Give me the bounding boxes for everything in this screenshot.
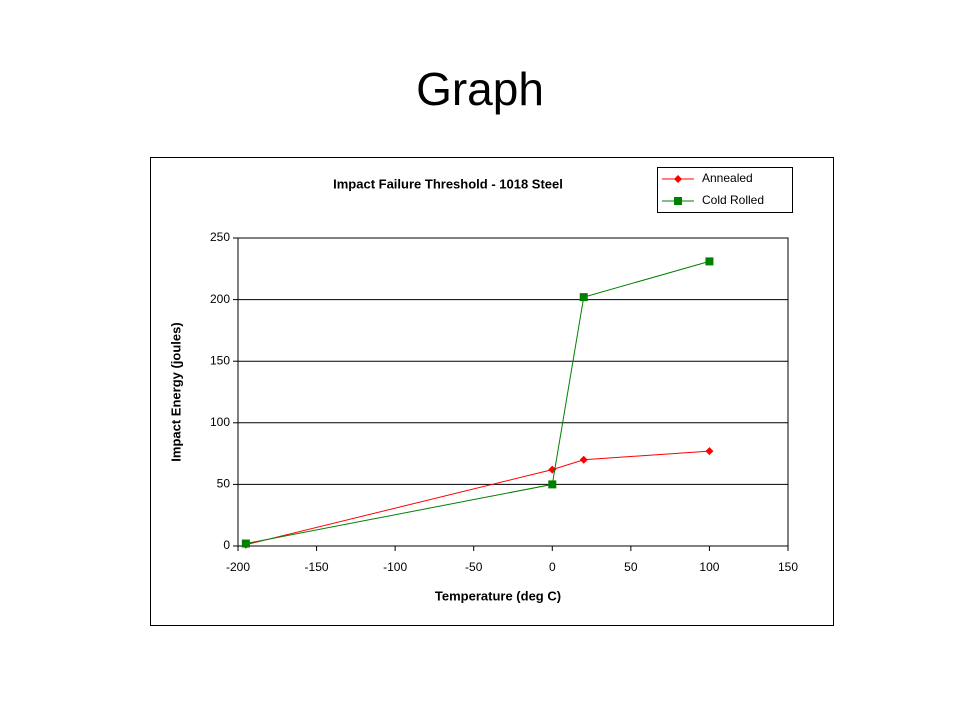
series-line xyxy=(245,450,710,546)
series-line xyxy=(245,260,710,545)
y-tick-label: 0 xyxy=(223,538,230,552)
marker xyxy=(705,447,714,456)
plot-area xyxy=(237,237,789,547)
marker xyxy=(579,455,588,464)
chart-frame xyxy=(150,157,834,626)
x-tick-label: 0 xyxy=(549,560,556,574)
x-tick-label: 50 xyxy=(624,560,638,574)
marker xyxy=(241,539,250,548)
marker xyxy=(548,480,557,489)
legend-label: Annealed xyxy=(702,171,753,185)
legend-label: Cold Rolled xyxy=(702,193,764,207)
marker xyxy=(674,175,682,183)
marker xyxy=(674,197,682,205)
x-tick-label: -100 xyxy=(383,560,407,574)
x-tick-label: -50 xyxy=(465,560,483,574)
y-tick-label: 200 xyxy=(210,292,230,306)
marker xyxy=(579,293,588,302)
y-tick-label: 250 xyxy=(210,230,230,244)
y-tick-label: 100 xyxy=(210,415,230,429)
chart-title: Impact Failure Threshold - 1018 Steel xyxy=(333,176,563,191)
x-tick-label: -200 xyxy=(226,560,250,574)
y-tick-label: 50 xyxy=(217,477,231,491)
y-axis-label: Impact Energy (joules) xyxy=(168,322,183,461)
marker xyxy=(705,257,714,266)
x-tick-label: -150 xyxy=(305,560,329,574)
x-tick-label: 150 xyxy=(778,560,798,574)
slide-title: Graph xyxy=(416,63,544,115)
x-axis-label: Temperature (deg C) xyxy=(435,588,561,603)
y-tick-label: 150 xyxy=(210,353,230,367)
x-tick-label: 100 xyxy=(699,560,719,574)
